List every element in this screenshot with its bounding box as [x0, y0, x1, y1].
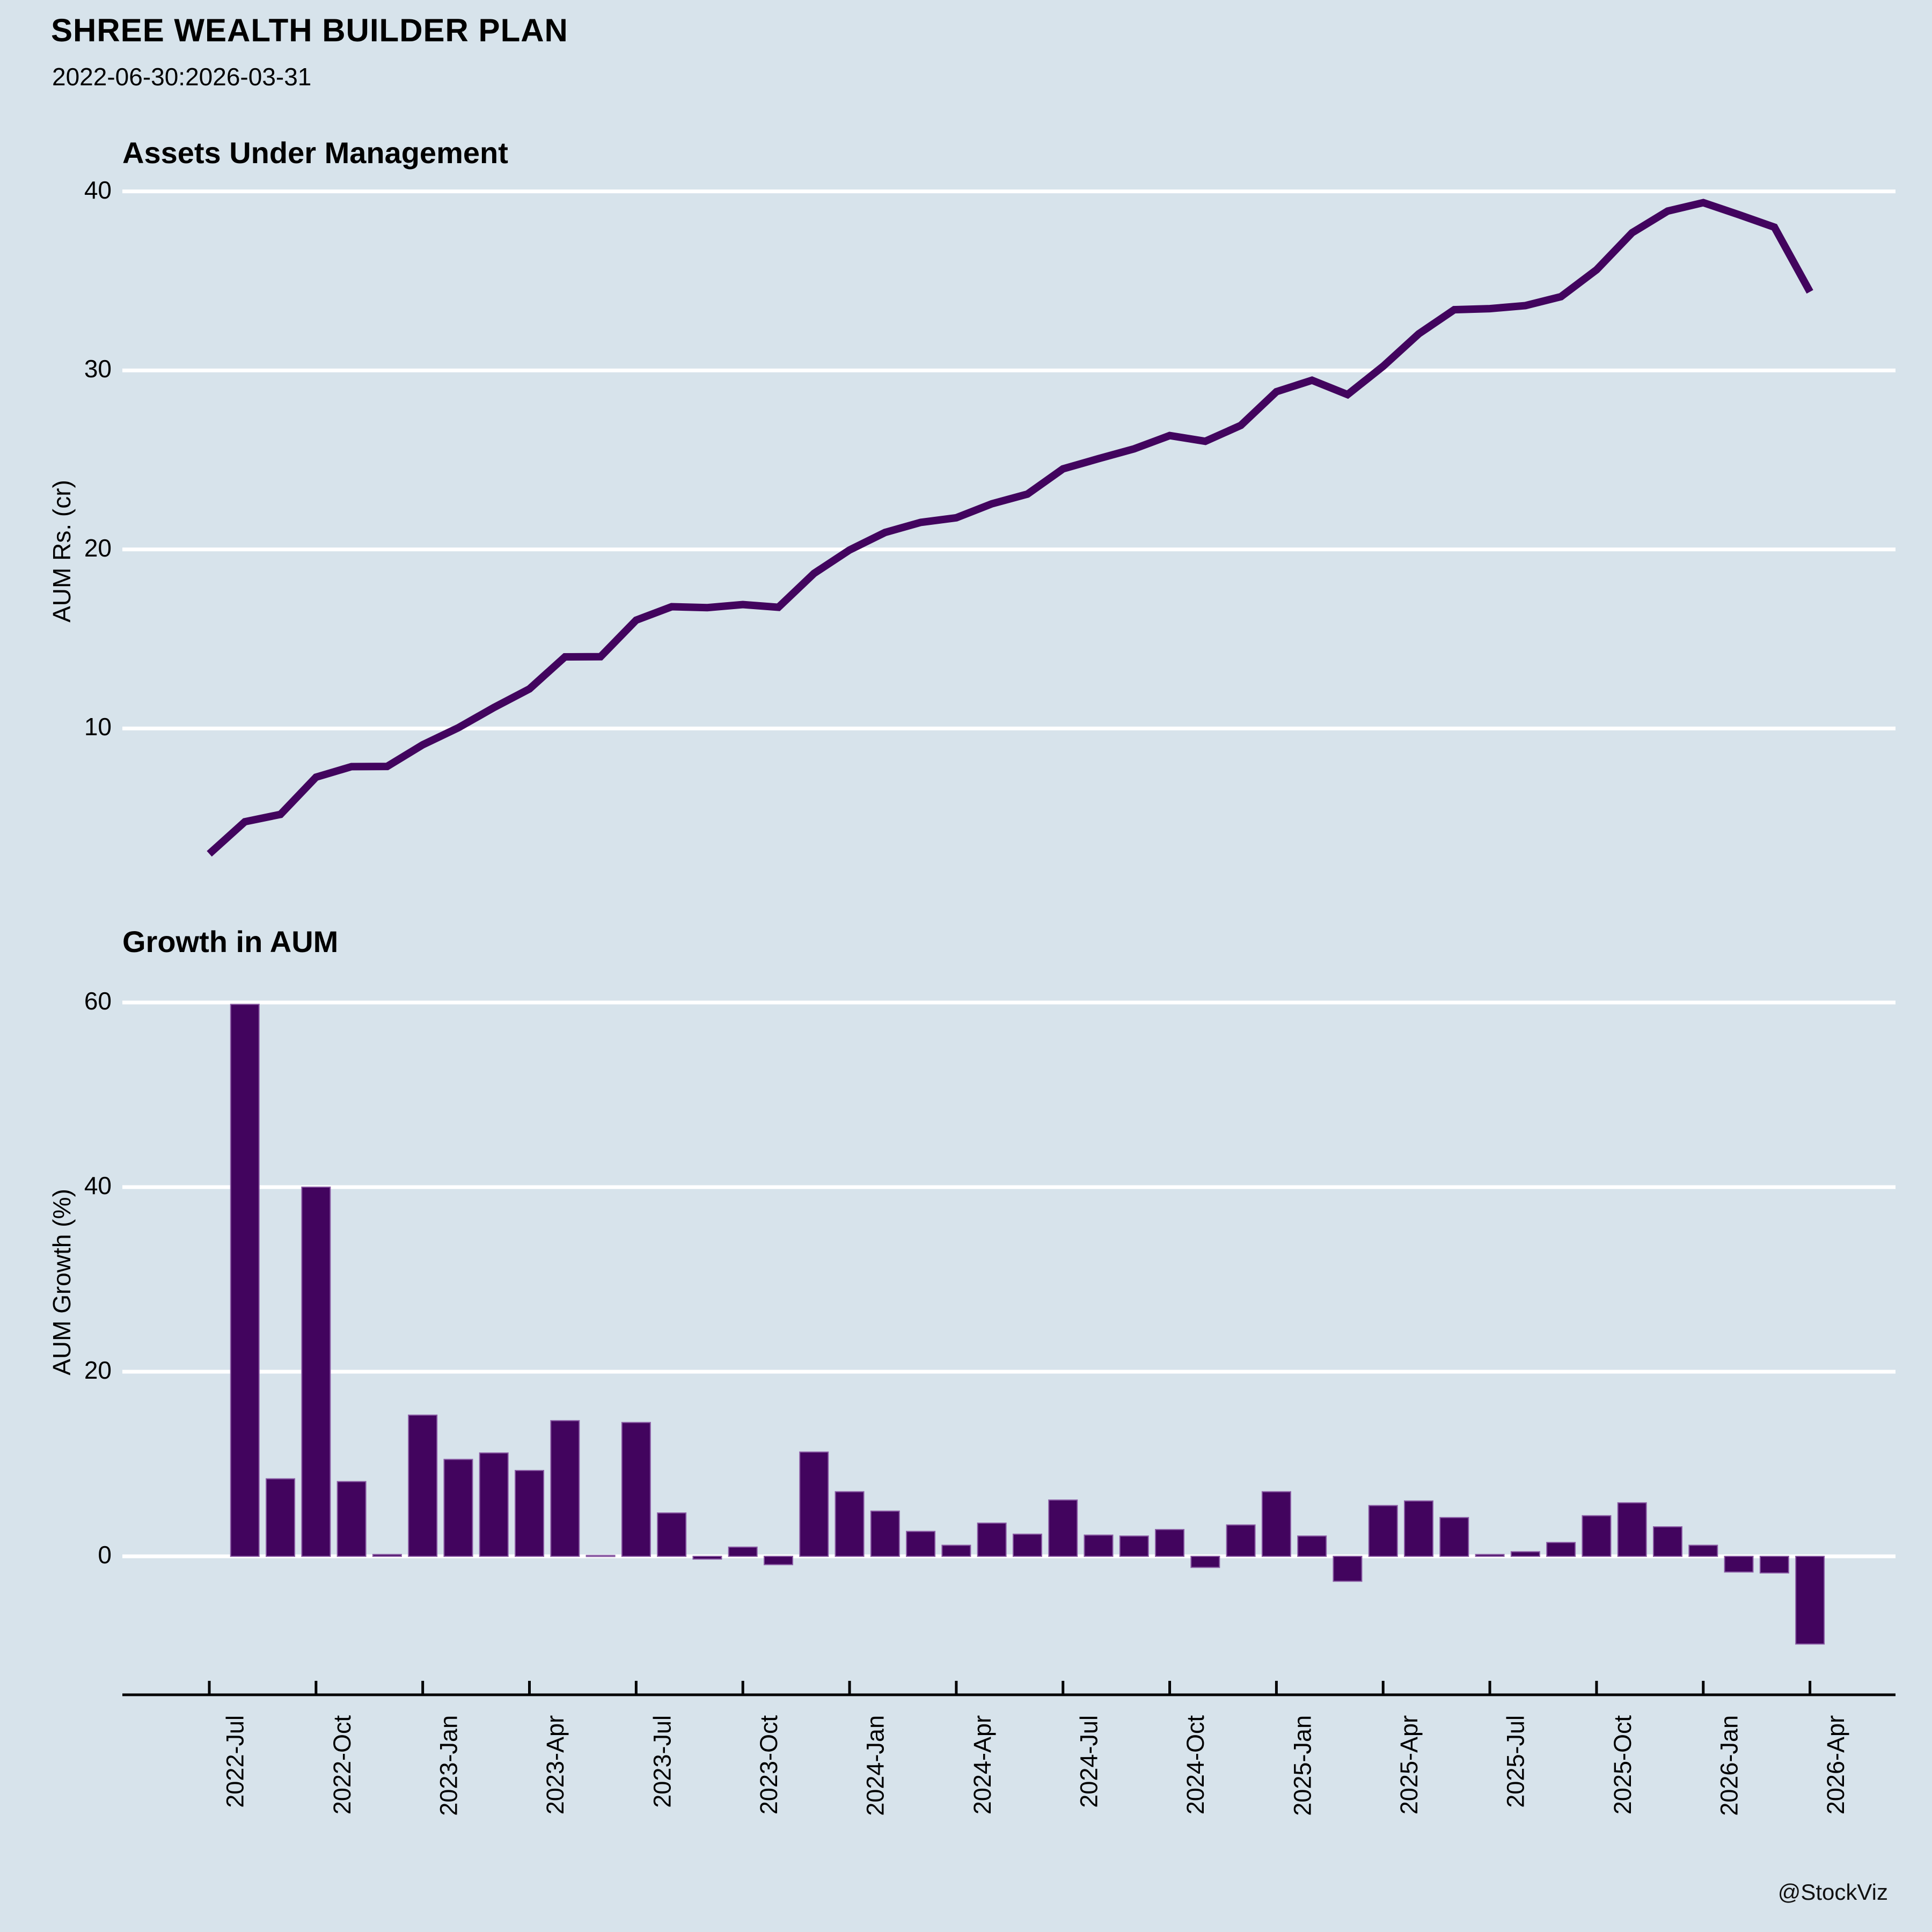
growth-bar — [763, 1556, 793, 1565]
growth-bar — [1724, 1556, 1754, 1573]
growth-bar — [1155, 1529, 1185, 1557]
growth-y-tick-label: 0 — [98, 1541, 112, 1569]
growth-bar — [1617, 1502, 1647, 1557]
growth-bar — [621, 1422, 651, 1557]
growth-bar — [301, 1187, 331, 1557]
growth-bar — [1795, 1556, 1825, 1645]
growth-bar — [1119, 1535, 1149, 1557]
growth-bar — [941, 1545, 971, 1557]
growth-bar — [1084, 1534, 1114, 1557]
growth-bar — [1475, 1554, 1505, 1557]
growth-bar — [1546, 1542, 1576, 1557]
date-range-subtitle: 2022-06-30:2026-03-31 — [52, 63, 312, 91]
x-tick-label: 2025-Jul — [1502, 1715, 1530, 1808]
x-tick-label: 2023-Apr — [541, 1715, 569, 1815]
growth-bar — [550, 1420, 580, 1557]
growth-bar — [1652, 1526, 1682, 1557]
growth-bar — [977, 1523, 1007, 1557]
x-tick-label: 2023-Oct — [755, 1715, 783, 1815]
growth-bar — [372, 1554, 402, 1557]
x-tick-label: 2024-Jan — [862, 1715, 890, 1816]
x-tick-label: 2022-Oct — [328, 1715, 356, 1815]
aum-y-tick-label: 40 — [84, 175, 112, 204]
growth-bar — [870, 1510, 900, 1557]
x-tick-label: 2024-Apr — [968, 1715, 996, 1815]
growth-bar — [1261, 1491, 1291, 1557]
growth-bar — [1190, 1556, 1220, 1568]
page-title: SHREE WEALTH BUILDER PLAN — [51, 12, 568, 48]
growth-bar — [1012, 1533, 1042, 1557]
growth-bar — [657, 1512, 687, 1557]
x-tick-label: 2026-Apr — [1822, 1715, 1850, 1815]
aum-y-tick-label: 30 — [84, 355, 112, 383]
growth-bar — [336, 1481, 367, 1557]
growth-bar — [1404, 1500, 1434, 1557]
growth-bar — [1226, 1524, 1256, 1557]
growth-bar — [1368, 1505, 1398, 1557]
growth-bar — [230, 1004, 260, 1557]
growth-bar — [1759, 1556, 1789, 1574]
growth-y-tick-label: 40 — [84, 1172, 112, 1199]
x-tick-label: 2022-Jul — [222, 1715, 249, 1808]
x-tick-label: 2025-Apr — [1395, 1715, 1423, 1815]
growth-bar — [835, 1491, 865, 1557]
growth-bar — [1582, 1515, 1612, 1557]
growth-bar — [728, 1546, 758, 1557]
x-tick-label: 2023-Jan — [435, 1715, 463, 1816]
aum-y-tick-label: 10 — [84, 713, 112, 741]
growth-bar — [1333, 1556, 1363, 1582]
x-tick-label: 2025-Oct — [1608, 1715, 1636, 1815]
x-tick-label: 2024-Jul — [1075, 1715, 1103, 1808]
growth-bar — [479, 1452, 509, 1557]
growth-bar — [799, 1451, 829, 1557]
growth-bar — [408, 1414, 438, 1557]
watermark: @StockViz — [1777, 1879, 1888, 1905]
growth-bar — [1439, 1517, 1469, 1557]
growth-chart-title: Growth in AUM — [122, 925, 339, 958]
growth-bar — [266, 1478, 296, 1557]
aum-line — [207, 199, 1813, 857]
growth-bar — [1510, 1551, 1540, 1557]
x-tick-label: 2025-Jan — [1289, 1715, 1316, 1816]
aum-chart-title: Assets Under Management — [122, 136, 508, 170]
growth-bar — [692, 1556, 722, 1560]
growth-bar — [1297, 1535, 1327, 1557]
growth-bar — [443, 1459, 473, 1557]
growth-y-tick-label: 20 — [84, 1356, 112, 1384]
x-tick-label: 2023-Jul — [648, 1715, 676, 1808]
growth-y-tick-label: 60 — [84, 987, 112, 1015]
growth-bar — [1688, 1545, 1718, 1557]
growth-bar — [515, 1470, 545, 1557]
growth-bar — [586, 1555, 616, 1557]
aum-y-tick-label: 20 — [84, 533, 112, 562]
growth-bar — [1048, 1499, 1078, 1557]
growth-bar — [906, 1531, 936, 1557]
x-tick-label: 2024-Oct — [1182, 1715, 1210, 1815]
x-tick-label: 2026-Jan — [1715, 1715, 1743, 1816]
